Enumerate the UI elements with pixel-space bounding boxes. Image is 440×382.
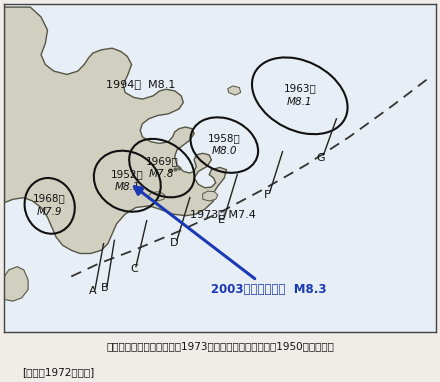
Text: M8.1: M8.1 <box>287 97 312 107</box>
Text: 1994年  M8.1: 1994年 M8.1 <box>106 79 175 89</box>
Text: [宇津，1972に加筆]: [宇津，1972に加筆] <box>22 367 94 377</box>
Text: 1973年 M7.4: 1973年 M7.4 <box>190 209 256 219</box>
Text: M8.0: M8.0 <box>212 146 237 156</box>
Text: A: A <box>89 286 97 296</box>
Text: 千島海溝沿いの巨大地震と1973年根室沖地震の震源域（1950年〜現在）: 千島海溝沿いの巨大地震と1973年根室沖地震の震源域（1950年〜現在） <box>106 341 334 351</box>
Text: F: F <box>264 190 270 200</box>
Text: M7.9: M7.9 <box>37 207 62 217</box>
Text: 1952年: 1952年 <box>111 169 144 179</box>
Text: G: G <box>316 152 325 163</box>
Text: M7.8: M7.8 <box>149 169 175 179</box>
Text: 2003年十勝沖地震  M8.3: 2003年十勝沖地震 M8.3 <box>134 187 327 296</box>
Text: D: D <box>169 238 178 248</box>
Text: 1969年: 1969年 <box>145 156 178 166</box>
Polygon shape <box>228 86 241 95</box>
Text: 1958年: 1958年 <box>208 133 241 143</box>
Text: E: E <box>218 215 225 225</box>
Text: C: C <box>130 264 138 274</box>
Polygon shape <box>4 7 227 254</box>
Text: 1963年: 1963年 <box>283 84 316 94</box>
Polygon shape <box>203 191 218 201</box>
Polygon shape <box>4 267 28 301</box>
Text: 1968年: 1968年 <box>33 194 66 204</box>
Polygon shape <box>149 192 165 201</box>
Text: M8.1: M8.1 <box>114 182 140 192</box>
Text: B: B <box>101 283 108 293</box>
